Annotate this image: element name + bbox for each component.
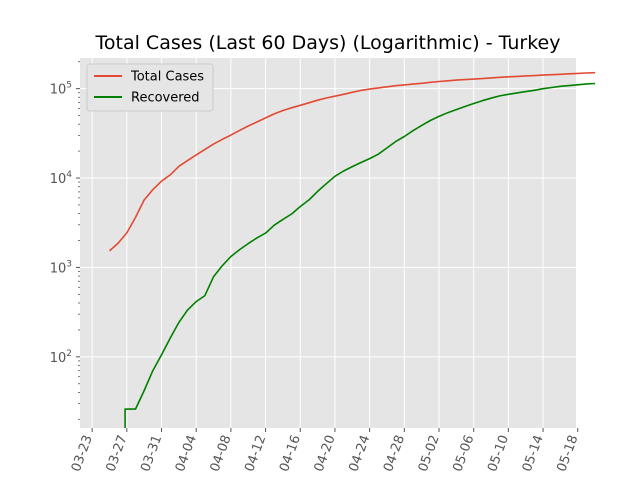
y-tick-label: 104: [50, 170, 73, 187]
y-tick-label: 103: [50, 259, 72, 276]
series-line-recovered: [124, 82, 596, 428]
x-tick-label: 04-24: [346, 433, 373, 474]
legend-label-total-cases: Total Cases: [130, 70, 204, 85]
x-tick-label: 04-20: [312, 433, 339, 474]
x-tick-label: 05-10: [485, 433, 512, 474]
series-group: [108, 71, 596, 428]
y-tick-label: 105: [50, 81, 72, 98]
x-tick-label: 04-08: [208, 433, 235, 474]
legend-label-recovered: Recovered: [131, 91, 200, 106]
x-tick-label: 03-31: [138, 433, 165, 474]
series-line-total-cases: [108, 71, 596, 252]
x-tick-label: 03-27: [104, 433, 131, 474]
x-tick-label: 05-14: [520, 433, 547, 474]
x-tick-label: 04-12: [242, 433, 269, 474]
x-tick-label: 03-23: [69, 433, 96, 474]
x-tick-label: 05-02: [416, 433, 443, 474]
x-tick-label: 04-04: [173, 433, 200, 474]
grid: [80, 58, 579, 428]
x-tick-label: 05-06: [450, 433, 477, 474]
plot-background: [80, 58, 576, 428]
y-tick-label: 102: [50, 349, 72, 366]
x-tick-label: 04-28: [381, 433, 408, 474]
chart-title: Total Cases (Last 60 Days) (Logarithmic)…: [95, 32, 561, 54]
legend: Total Cases Recovered: [86, 63, 214, 112]
x-tick-label: 04-16: [277, 433, 304, 474]
x-tick-label: 05-18: [554, 433, 581, 474]
